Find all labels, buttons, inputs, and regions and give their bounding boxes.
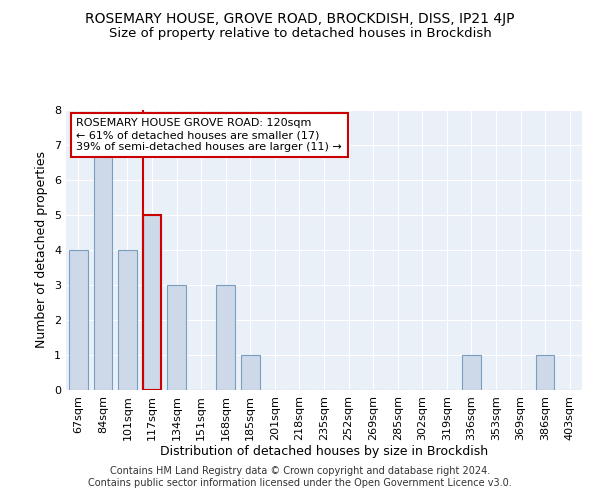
Text: ROSEMARY HOUSE GROVE ROAD: 120sqm
← 61% of detached houses are smaller (17)
39% : ROSEMARY HOUSE GROVE ROAD: 120sqm ← 61% …	[76, 118, 342, 152]
Bar	[167, 285, 186, 390]
Text: Size of property relative to detached houses in Brockdish: Size of property relative to detached ho…	[109, 28, 491, 40]
Bar	[69, 250, 88, 390]
Bar	[241, 355, 260, 390]
Bar	[217, 285, 235, 390]
Text: Contains HM Land Registry data © Crown copyright and database right 2024.
Contai: Contains HM Land Registry data © Crown c…	[88, 466, 512, 487]
X-axis label: Distribution of detached houses by size in Brockdish: Distribution of detached houses by size …	[160, 446, 488, 458]
Bar	[143, 215, 161, 390]
Y-axis label: Number of detached properties: Number of detached properties	[35, 152, 49, 348]
Bar	[536, 355, 554, 390]
Bar	[94, 145, 112, 390]
Bar	[118, 250, 137, 390]
Bar	[462, 355, 481, 390]
Bar	[143, 215, 161, 390]
Text: ROSEMARY HOUSE, GROVE ROAD, BROCKDISH, DISS, IP21 4JP: ROSEMARY HOUSE, GROVE ROAD, BROCKDISH, D…	[85, 12, 515, 26]
